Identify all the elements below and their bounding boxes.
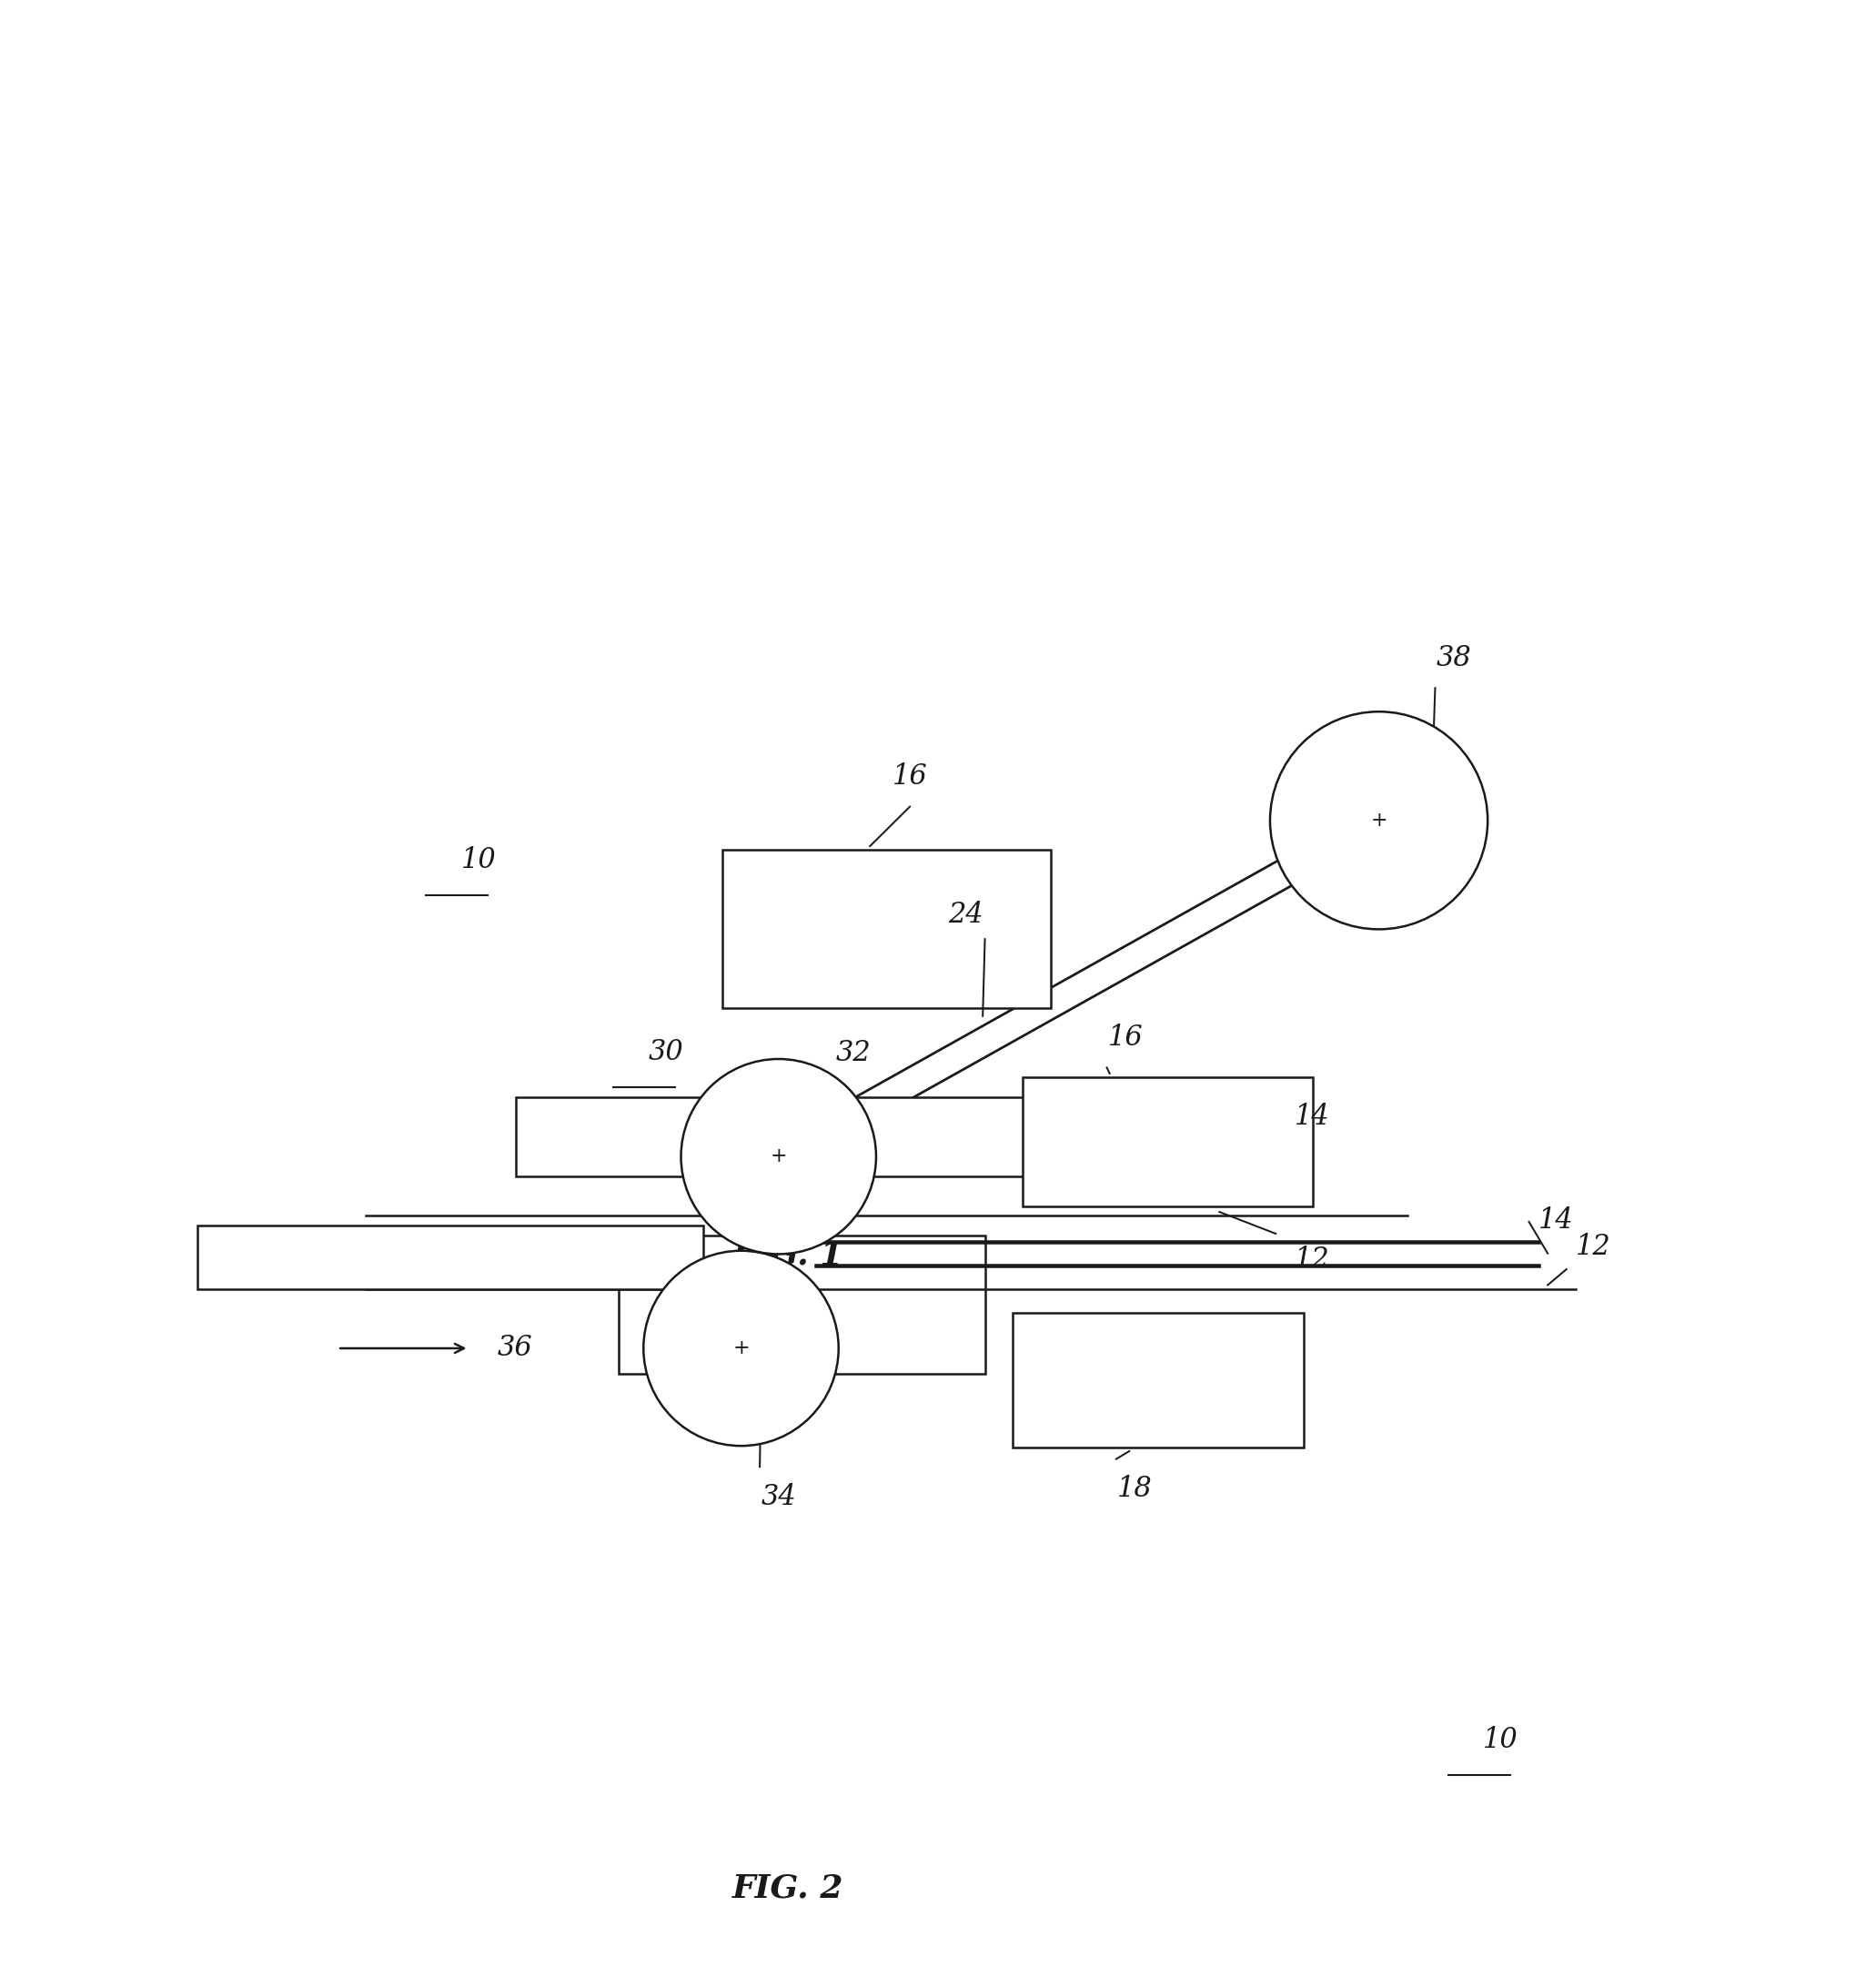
Text: 24: 24 — [949, 902, 983, 929]
Ellipse shape — [643, 1251, 839, 1445]
Bar — [1022, 1077, 1313, 1206]
Bar — [1013, 1313, 1304, 1447]
Text: 18: 18 — [762, 1404, 795, 1431]
Text: +: + — [769, 1147, 788, 1166]
Text: 36: 36 — [497, 1334, 533, 1362]
Bar — [516, 1097, 1210, 1176]
Ellipse shape — [681, 1060, 876, 1253]
Text: 14: 14 — [1538, 1206, 1574, 1234]
Text: 32: 32 — [837, 1040, 870, 1068]
Text: 16: 16 — [1109, 1024, 1142, 1052]
Text: 10: 10 — [1484, 1726, 1518, 1754]
Text: FIG. 2: FIG. 2 — [732, 1872, 844, 1904]
Text: 10: 10 — [461, 846, 495, 874]
Text: 30: 30 — [649, 1038, 683, 1066]
Text: +: + — [732, 1338, 750, 1358]
Text: +: + — [1369, 811, 1388, 830]
Ellipse shape — [1270, 712, 1488, 929]
Text: 14: 14 — [1294, 1103, 1330, 1131]
Text: 38: 38 — [1437, 645, 1471, 672]
Bar — [619, 1236, 985, 1374]
Text: 16: 16 — [893, 763, 927, 791]
Bar — [722, 850, 1051, 1008]
Text: FIG. 1: FIG. 1 — [732, 1240, 844, 1271]
Text: 12: 12 — [1576, 1234, 1611, 1261]
Text: 12: 12 — [1294, 1246, 1330, 1273]
Bar — [197, 1226, 704, 1289]
Text: 18: 18 — [1118, 1475, 1152, 1503]
Text: 34: 34 — [762, 1483, 795, 1510]
